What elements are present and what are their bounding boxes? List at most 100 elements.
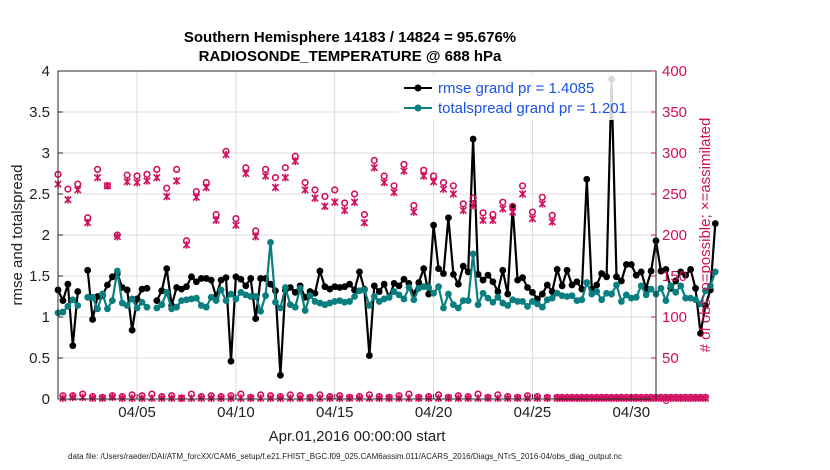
data-point-possible	[311, 186, 319, 194]
data-point-assimilated	[316, 394, 324, 403]
data-point	[657, 284, 665, 292]
data-point	[494, 288, 502, 295]
data-point	[618, 277, 625, 285]
data-point-assimilated	[503, 394, 512, 403]
data-point	[533, 300, 541, 308]
data-point	[252, 315, 260, 323]
data-point	[108, 297, 116, 304]
data-point	[74, 288, 82, 295]
data-point	[464, 297, 472, 304]
data-point-possible	[163, 184, 171, 192]
y-tick-label-right: 400	[662, 63, 687, 80]
y-tick-label-left: 0.5	[29, 350, 50, 367]
data-point	[662, 266, 670, 273]
data-point	[672, 277, 680, 285]
data-point-assimilated	[380, 178, 388, 187]
data-point	[296, 284, 304, 292]
data-point	[647, 267, 655, 275]
y-tick-label-right: 300	[662, 145, 687, 162]
data-point	[351, 293, 358, 300]
data-point	[627, 261, 635, 268]
data-point	[687, 266, 694, 273]
data-point	[642, 291, 650, 299]
legend-box	[398, 74, 618, 120]
data-point-assimilated	[410, 208, 418, 216]
data-point	[711, 268, 719, 276]
data-point-assimilated	[523, 394, 532, 403]
legend-label-rmse: rmse grand pr = 1.4085	[438, 80, 594, 97]
data-point	[291, 303, 299, 311]
data-point	[538, 303, 546, 311]
data-point-assimilated	[548, 218, 556, 226]
data-point	[232, 295, 240, 303]
data-point	[430, 221, 438, 229]
data-point-assimilated	[197, 394, 206, 403]
data-point	[415, 279, 423, 286]
data-point	[74, 302, 82, 309]
data-point	[697, 330, 704, 337]
data-point	[702, 287, 709, 295]
data-point	[257, 307, 265, 315]
data-point	[692, 296, 699, 304]
data-point-possible	[331, 186, 339, 194]
data-point	[637, 282, 645, 290]
data-point	[59, 308, 67, 316]
data-point	[252, 293, 260, 300]
data-point-assimilated	[187, 394, 196, 403]
data-point	[514, 298, 522, 305]
data-point-possible	[93, 165, 102, 173]
x-tick-label: 04/10	[217, 404, 255, 421]
data-point	[267, 280, 274, 288]
data-point	[400, 275, 408, 283]
data-point	[608, 290, 615, 298]
data-point-assimilated	[232, 221, 240, 229]
data-point-assimilated	[202, 183, 211, 192]
data-point	[370, 282, 378, 290]
data-point-assimilated	[508, 208, 517, 216]
data-point	[479, 276, 487, 284]
data-point	[479, 289, 487, 297]
data-point-assimilated	[429, 177, 438, 186]
data-point	[524, 284, 531, 291]
y-tick-label-left: 2	[42, 227, 50, 244]
data-point	[272, 298, 279, 306]
data-point	[222, 297, 230, 304]
data-point	[69, 342, 77, 350]
data-point	[163, 265, 171, 273]
data-point	[395, 291, 403, 299]
data-point	[356, 268, 363, 276]
data-point	[464, 268, 472, 276]
data-point	[281, 284, 289, 291]
footer-data-file: data file: /Users/raeder/DAI/ATM_forcXX/…	[68, 452, 622, 461]
data-point-assimilated	[281, 173, 290, 182]
data-point	[410, 296, 418, 304]
data-point-assimilated	[98, 394, 107, 403]
data-point	[390, 288, 398, 295]
y-tick-label-left: 1.5	[29, 268, 50, 285]
data-point	[207, 276, 215, 284]
data-point	[618, 298, 625, 305]
y-tick-label-right: 250	[662, 186, 687, 203]
data-point-assimilated	[330, 198, 339, 207]
data-point	[548, 294, 556, 302]
data-point	[370, 293, 378, 300]
data-point-assimilated	[266, 394, 275, 403]
data-point-assimilated	[459, 206, 468, 215]
data-point	[108, 273, 116, 281]
data-point	[153, 297, 161, 304]
data-point-possible	[518, 182, 527, 190]
y-tick-label-left: 4	[42, 63, 50, 80]
data-point-assimilated	[276, 394, 285, 403]
data-point-assimilated	[370, 163, 379, 172]
y-tick-label-left: 1	[42, 309, 50, 326]
data-point	[440, 304, 447, 312]
data-point-assimilated	[103, 181, 112, 190]
data-point-assimilated	[513, 394, 522, 403]
data-point-assimilated	[291, 157, 299, 166]
y-axis-label-left: rmse and totalspread	[9, 165, 26, 306]
data-point	[494, 293, 502, 301]
data-point	[192, 278, 200, 286]
data-point-assimilated	[162, 192, 171, 201]
data-point-assimilated	[528, 214, 537, 223]
data-point	[543, 281, 551, 289]
